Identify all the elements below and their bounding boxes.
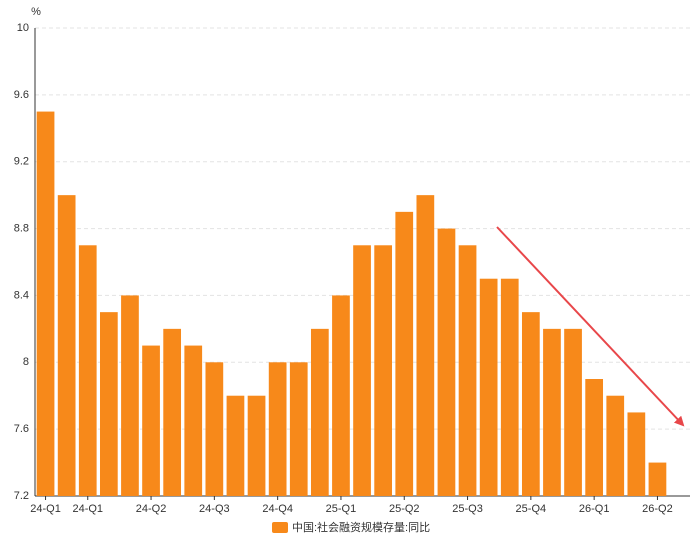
bar	[289, 362, 308, 496]
bar	[479, 278, 498, 496]
bar	[332, 295, 350, 496]
x-tick-label: 24-Q1	[72, 503, 103, 515]
bar	[205, 362, 224, 496]
x-tick-label: 26-Q1	[579, 503, 610, 515]
bar	[57, 195, 76, 496]
bar	[416, 195, 435, 496]
bar	[78, 245, 97, 496]
x-tick-label: 24-Q3	[199, 503, 230, 515]
bar	[36, 111, 55, 497]
bar	[437, 228, 456, 497]
y-tick-label: 10	[17, 22, 29, 34]
legend-label: 中国:社会融资规模存量:同比	[292, 520, 430, 534]
bar	[606, 395, 625, 496]
y-tick-label: 9.6	[14, 89, 29, 101]
y-tick-label: 8	[23, 356, 29, 368]
x-tick-label: 26-Q2	[642, 503, 673, 515]
bar	[585, 379, 604, 496]
bar	[500, 278, 519, 496]
y-tick-label: 8.8	[14, 222, 29, 234]
x-tick-label: 24-Q2	[136, 503, 167, 515]
bar	[395, 211, 414, 496]
bar	[648, 462, 667, 496]
bar	[627, 412, 646, 496]
y-axis-unit: %	[31, 6, 41, 18]
bar	[374, 245, 393, 496]
x-tick-label: 24-Q4	[262, 503, 293, 515]
bar	[99, 312, 118, 496]
y-tick-label: 9.2	[14, 156, 29, 168]
bar	[353, 245, 371, 496]
bar	[543, 328, 561, 496]
bar	[564, 328, 582, 496]
bar	[163, 328, 182, 496]
bar	[247, 395, 266, 496]
y-tick-label: 7.2	[14, 490, 29, 502]
x-tick-label: 25-Q4	[516, 503, 547, 515]
bar	[458, 245, 477, 496]
y-tick-label: 7.6	[14, 423, 29, 435]
bar	[184, 345, 203, 496]
x-tick-label: 25-Q1	[326, 503, 357, 515]
bar	[268, 362, 287, 496]
bar	[226, 395, 245, 496]
bar	[121, 295, 139, 496]
y-tick-label: 8.4	[14, 289, 29, 301]
x-tick-label: 25-Q3	[452, 503, 483, 515]
trend-arrow	[496, 226, 685, 427]
legend-swatch	[272, 522, 288, 533]
bar	[310, 328, 329, 496]
x-tick-label: 24-Q1	[30, 503, 61, 515]
bar	[521, 312, 540, 496]
bar	[142, 345, 160, 496]
x-tick-label: 25-Q2	[389, 503, 420, 515]
